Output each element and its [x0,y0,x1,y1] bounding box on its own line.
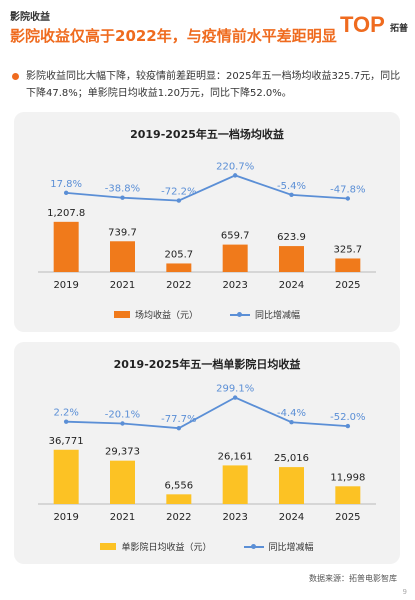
yoy-label: -52.0% [330,412,365,423]
legend-label-line: 同比增减幅 [255,311,301,321]
bar-2022 [166,494,192,504]
x-tick-label: 2025 [335,280,360,291]
yoy-point [289,192,294,198]
yoy-point [176,425,182,431]
legend-item-bar: 单影院日均收益（元） [100,540,212,553]
legend-item-bar: 场均收益（元） [113,308,198,321]
bar-2019 [53,449,79,504]
yoy-point [120,195,125,200]
legend-line-icon [243,543,264,549]
bar-value-label: 205.7 [165,249,194,260]
section-label: 影院收益 [10,12,50,23]
bar-2024 [279,246,304,272]
legend-label-line: 同比增减幅 [268,543,314,553]
x-tick-label: 2022 [166,280,191,291]
yoy-label: -5.4% [277,181,306,192]
bullet-icon [12,73,19,80]
bar-2019 [53,221,79,272]
chart-panel-avg-session-revenue: 2019-2025年五一档场均收益 1,207.8 2019 739.7 2021 20… [14,112,400,332]
logo-sub-text: 拓普 [390,22,408,34]
intro-text: 影院收益同比大幅下降，较疫情前差距明显：2025年五一档场均收益325.7元，同… [26,71,401,99]
yoy-label: -77.7% [161,414,196,425]
bar-2025 [335,486,361,504]
yoy-line [66,396,348,430]
bar-2025 [335,258,361,272]
bar-value-label: 6,556 [165,480,194,491]
bar-2023 [222,465,248,504]
bar-2023 [222,244,248,272]
legend-label-bar: 场均收益（元） [134,311,198,321]
yoy-point [232,395,238,400]
yoy-line [66,174,348,202]
yoy-point [345,196,351,201]
header: 影院收益 影院收益仅高于2022年，与疫情前水平差距明显 [10,8,337,46]
yoy-label: -47.8% [330,185,365,196]
page-title: 影院收益仅高于2022年，与疫情前水平差距明显 [10,27,337,45]
chart-daily-cinema-revenue: 36,771 2019 29,373 2021 6,556 2022 26,161 2023 2… [38,384,376,523]
x-tick-label: 2023 [222,512,247,523]
x-tick-label: 2024 [279,280,304,291]
bar-value-label: 623.9 [277,232,306,243]
legend-line-icon [230,311,250,317]
chart-panel-daily-cinema-revenue: 2019-2025年五一档单影院日均收益 36,771 2019 29,373 202… [14,342,400,564]
data-source: 数据来源：拓普电影智库 [309,574,397,583]
top-logo-icon: TOP 拓普 [340,12,408,37]
chart-title: 2019-2025年五一档场均收益 [130,128,284,141]
x-tick-label: 2021 [110,280,135,291]
chart-legend: 场均收益（元） 同比增减幅 [14,308,400,321]
yoy-point [120,421,125,426]
bar-value-label: 29,373 [105,447,140,458]
bar-2024 [279,467,304,504]
yoy-label: 2.2% [53,408,78,419]
yoy-point [289,420,294,425]
yoy-label: 299.1% [216,384,254,395]
page-number: 9 [402,588,407,596]
x-tick-label: 2023 [222,280,247,291]
yoy-point [176,198,182,203]
yoy-label: -20.1% [105,409,140,420]
yoy-label: 17.8% [50,179,82,190]
chart-title: 2019-2025年五一档单影院日均收益 [113,358,301,371]
bar-2021 [110,241,135,272]
bar-value-label: 659.7 [221,231,250,242]
yoy-point [345,423,351,429]
x-tick-label: 2019 [53,512,78,523]
bar-value-label: 325.7 [334,244,363,255]
yoy-label: -4.4% [277,408,306,419]
bar-value-label: 25,016 [274,453,309,464]
chart-avg-session-revenue: 1,207.8 2019 739.7 2021 205.7 2022 659.7 2023 62… [38,161,376,291]
legend-swatch [100,543,117,550]
bar-2021 [110,460,135,504]
legend-item-line: 同比增减幅 [230,308,300,321]
yoy-point [63,419,69,424]
x-tick-label: 2025 [335,512,360,523]
legend-swatch [113,311,130,318]
bar-value-label: 1,207.8 [47,208,85,219]
bar-2022 [166,263,192,272]
chart-legend: 单影院日均收益（元） 同比增减幅 [14,540,400,553]
x-tick-label: 2019 [53,280,78,291]
yoy-point [232,173,238,178]
x-tick-label: 2021 [110,512,135,523]
yoy-label: -72.2% [161,187,196,198]
x-tick-label: 2024 [279,512,304,523]
yoy-point [63,190,69,196]
logo-text: TOP [340,12,385,37]
bar-value-label: 26,161 [218,451,253,462]
legend-label-bar: 单影院日均收益（元） [121,543,212,553]
bar-value-label: 36,771 [49,436,84,447]
legend-item-line: 同比增减幅 [243,540,314,553]
yoy-label: -38.8% [105,184,140,195]
bar-value-label: 11,998 [330,472,365,483]
bar-value-label: 739.7 [108,227,137,238]
yoy-label: 220.7% [216,161,254,172]
x-tick-label: 2022 [166,512,191,523]
